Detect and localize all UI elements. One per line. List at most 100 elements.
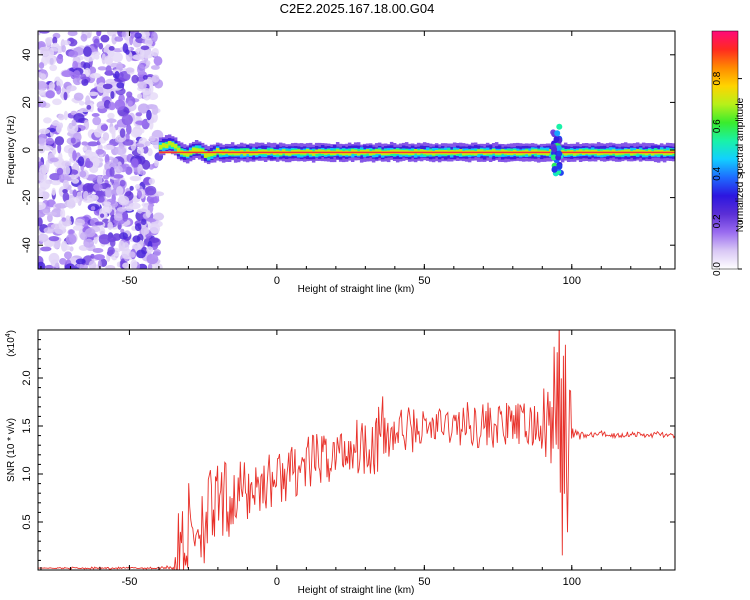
noise-speckle xyxy=(83,46,92,57)
snr-x-tick-label: 0 xyxy=(274,576,280,588)
noise-speckle xyxy=(81,141,89,146)
noise-speckle xyxy=(131,74,139,84)
noise-speckle xyxy=(103,144,115,150)
noise-speckle xyxy=(74,218,85,227)
spectrogram-panel: Height of straight line (km) Frequency (… xyxy=(6,30,676,295)
noise-speckle xyxy=(67,122,79,134)
noise-speckle xyxy=(93,254,106,261)
noise-speckle xyxy=(144,37,153,47)
noise-speckle xyxy=(38,261,46,269)
spectrogram-y-tick-label: 40 xyxy=(21,49,33,61)
noise-speckle xyxy=(148,178,155,185)
noise-speckle xyxy=(125,205,134,212)
noise-speckle xyxy=(115,165,123,174)
noise-speckle xyxy=(42,145,53,151)
colorbar-tick-label: 0.2 xyxy=(712,214,723,228)
colorbar-title: Normalized spectral amplitude xyxy=(735,97,746,232)
noise-speckle xyxy=(59,258,67,265)
snr-scale-label: (x104) xyxy=(5,330,17,357)
noise-speckle xyxy=(72,150,77,162)
noise-speckle xyxy=(56,54,64,64)
noise-speckle xyxy=(61,45,66,53)
noise-speckle xyxy=(38,188,43,198)
noise-speckle xyxy=(93,38,100,48)
noise-speckle xyxy=(147,263,153,269)
noise-speckle xyxy=(137,93,143,100)
noise-speckle xyxy=(49,128,56,133)
noise-speckle xyxy=(146,60,151,66)
noise-speckle xyxy=(131,158,139,168)
noise-speckle xyxy=(72,60,78,70)
noise-speckle xyxy=(114,71,120,79)
noise-speckle xyxy=(98,234,111,245)
noise-speckle xyxy=(48,236,60,242)
tone-band-segment xyxy=(170,142,175,147)
noise-speckle xyxy=(122,242,130,252)
noise-speckle xyxy=(49,173,62,181)
noise-speckle xyxy=(87,141,99,147)
noise-speckle xyxy=(45,211,58,216)
noise-speckle xyxy=(38,31,50,34)
noise-speckle xyxy=(130,31,135,39)
noise-speckle xyxy=(78,101,85,106)
noise-speckle xyxy=(114,146,127,156)
noise-speckle xyxy=(48,252,60,264)
noise-speckle xyxy=(72,189,78,198)
noise-speckle xyxy=(153,212,165,221)
noise-speckle xyxy=(100,124,108,131)
noise-speckle xyxy=(82,146,88,151)
noise-speckle xyxy=(134,184,141,190)
noise-speckle xyxy=(71,174,75,179)
noise-speckle xyxy=(119,232,128,240)
noise-speckle xyxy=(90,206,96,211)
noise-speckle xyxy=(43,117,52,124)
noise-speckle xyxy=(129,185,134,191)
noise-speckle xyxy=(92,116,102,126)
snr-y-tick-label: 1.0 xyxy=(21,466,33,481)
noise-speckle xyxy=(38,233,49,243)
noise-speckle xyxy=(45,264,54,269)
noise-speckle xyxy=(132,245,139,250)
noise-speckle xyxy=(38,137,46,144)
noise-speckle xyxy=(95,190,106,198)
noise-speckle xyxy=(47,55,57,66)
noise-speckle xyxy=(142,145,149,154)
noise-speckle xyxy=(38,81,48,92)
noise-speckle xyxy=(89,72,101,79)
noise-speckle xyxy=(84,67,91,77)
noise-speckle xyxy=(51,42,60,52)
noise-speckle xyxy=(40,46,52,52)
noise-speckle xyxy=(151,74,160,83)
noise-speckle xyxy=(132,235,141,243)
noise-speckle xyxy=(114,36,124,42)
noise-speckle xyxy=(98,42,104,50)
noise-speckle xyxy=(79,170,87,178)
burst-blob xyxy=(553,136,560,143)
noise-speckle xyxy=(39,179,51,190)
tone-band-segment xyxy=(215,148,220,153)
noise-speckle xyxy=(139,31,150,40)
colorbar-tick-label: 0.0 xyxy=(712,262,723,276)
noise-speckle xyxy=(75,258,86,265)
noise-speckle xyxy=(146,246,154,254)
noise-speckle xyxy=(150,65,160,70)
noise-speckle xyxy=(107,112,115,119)
noise-speckle xyxy=(63,176,72,181)
noise-speckle xyxy=(105,265,116,269)
tone-band-segment xyxy=(347,151,352,156)
noise-speckle xyxy=(54,136,65,146)
noise-speckle xyxy=(114,99,126,111)
tone-band-segment xyxy=(191,147,196,152)
noise-speckle xyxy=(151,105,159,115)
tone-band-segment xyxy=(242,148,247,155)
noise-speckle xyxy=(139,170,146,176)
noise-speckle xyxy=(68,50,79,58)
snr-y-tick-label: 0.5 xyxy=(21,514,33,529)
noise-speckle xyxy=(136,147,145,155)
noise-speckle xyxy=(38,245,41,255)
tone-band-segment xyxy=(194,148,199,153)
noise-speckle xyxy=(100,213,105,218)
noise-speckle xyxy=(86,105,92,110)
noise-speckle xyxy=(130,259,138,269)
